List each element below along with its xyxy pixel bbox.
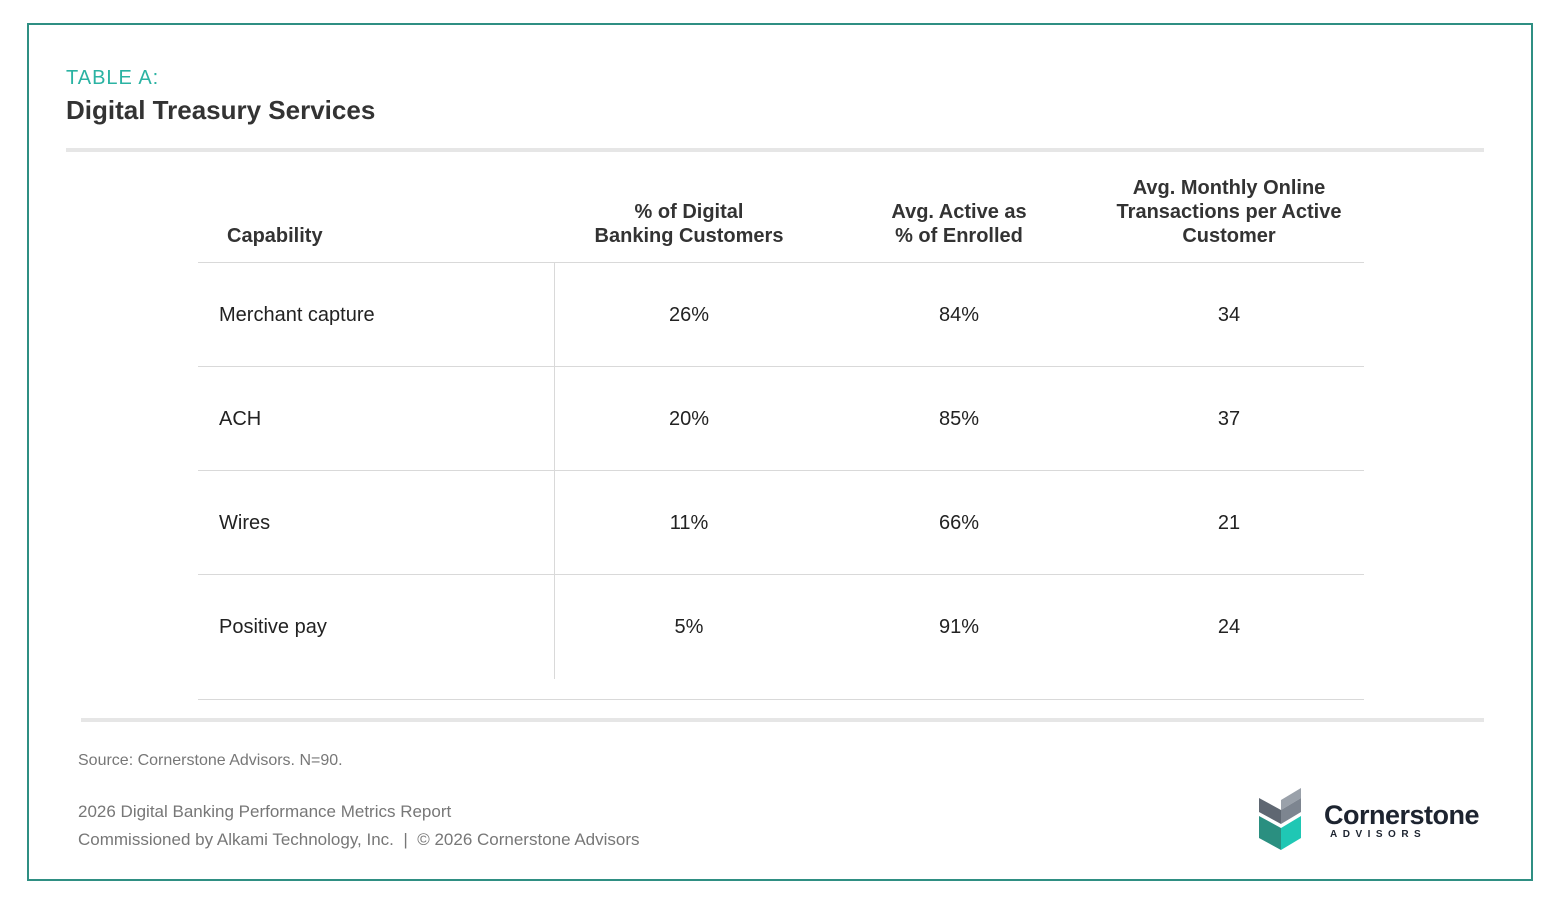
header-line: % of Digital [634,201,744,223]
header-line: Avg. Monthly Online [1132,177,1326,199]
table-row: Wires 11% 66% 21 [198,471,1364,575]
cell-monthly-tx: 34 [1217,304,1241,326]
header-pct-digital: % of Digital Banking Customers [554,200,824,248]
table-row: ACH 20% 85% 37 [198,367,1364,471]
logo-bottom-teal-face [1281,816,1301,850]
commission-note: Commissioned by Alkami Technology, Inc. … [78,830,640,850]
column-divider [554,471,555,574]
cell-capability: ACH [219,408,262,430]
cell-capability: Merchant capture [219,304,375,326]
cell-active-enrolled: 84% [938,304,980,326]
table-row: Positive pay 5% 91% 24 [198,575,1364,700]
cell-pct-digital: 20% [668,408,710,430]
table-frame [27,23,1533,881]
logo-top-light-face [1281,788,1301,810]
cell-monthly-tx: 24 [1217,616,1241,638]
header-line: Avg. Active as [891,201,1027,223]
cell-monthly-tx: 21 [1217,512,1241,534]
header-line: Capability [227,225,323,247]
logo-wordmark: Cornerstone [1324,800,1480,830]
logo-subtitle: ADVISORS [1330,829,1427,840]
commission-text: Commissioned by Alkami Technology, Inc. … [78,830,640,849]
header-active-enrolled: Avg. Active as % of Enrolled [824,200,1094,248]
header-line: Customer [1182,225,1276,247]
column-divider [554,263,555,366]
table-title: Digital Treasury Services [66,95,376,125]
data-table: Capability % of Digital Banking Customer… [198,168,1364,700]
header-line: Banking Customers [594,225,784,247]
table-header: Capability % of Digital Banking Customer… [198,168,1364,263]
cell-pct-digital: 11% [669,512,709,534]
cell-pct-digital: 5% [674,616,704,638]
table-label: TABLE A: [66,67,160,89]
bottom-divider [81,718,1484,722]
logo-bottom-dark-face [1259,816,1281,850]
logo-top-light-face [1281,798,1301,824]
report-name: 2026 Digital Banking Performance Metrics… [78,802,452,821]
source-note: Source: Cornerstone Advisors. N=90. [78,752,343,769]
column-divider [554,575,555,679]
header-line: % of Enrolled [895,225,1023,247]
table-row: Merchant capture 26% 84% 34 [198,263,1364,367]
cell-monthly-tx: 37 [1217,408,1241,430]
cell-pct-digital: 26% [668,304,710,326]
cell-active-enrolled: 91% [938,616,980,638]
header-line: Transactions per Active [1116,201,1342,223]
header-monthly-tx: Avg. Monthly Online Transactions per Act… [1094,176,1364,248]
top-divider [66,148,1484,152]
logo-top-gray-face [1259,798,1281,824]
cornerstone-logo-icon [1259,788,1301,850]
column-divider [554,367,555,470]
cell-active-enrolled: 66% [938,512,980,534]
cell-capability: Positive pay [219,616,327,638]
cell-capability: Wires [219,512,271,534]
cell-active-enrolled: 85% [938,408,980,430]
header-capability: Capability [227,224,323,248]
